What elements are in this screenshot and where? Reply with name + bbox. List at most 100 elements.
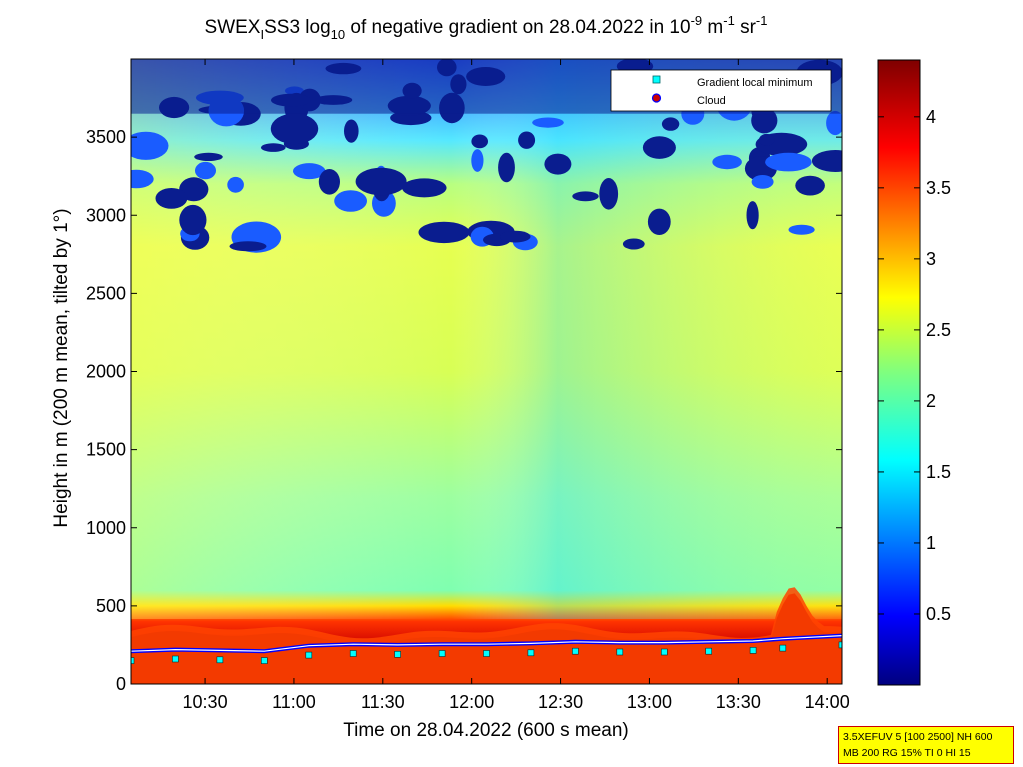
y-axis: 0 500 1000 1500 2000 2500 3000 3500 bbox=[86, 127, 842, 694]
gradient-marker bbox=[838, 641, 842, 649]
low-value-patch bbox=[261, 143, 286, 152]
low-value-patch bbox=[155, 188, 188, 209]
colorbar-tick-label: 2.5 bbox=[926, 320, 951, 340]
y-tick-label: 2000 bbox=[86, 362, 126, 382]
colorbar-tick-label: 4 bbox=[926, 107, 936, 127]
boundary-layer-band-top bbox=[131, 587, 842, 684]
y-tick-label: 1500 bbox=[86, 440, 126, 460]
colorbar-tick-label: 3 bbox=[926, 249, 936, 269]
gradient-marker bbox=[483, 650, 490, 657]
low-value-patch bbox=[647, 208, 671, 235]
gradient-marker bbox=[438, 650, 446, 657]
low-value-patch bbox=[498, 152, 515, 183]
low-value-patch bbox=[712, 154, 742, 170]
gradient-marker bbox=[216, 656, 224, 664]
x-tick-label: 14:00 bbox=[805, 692, 850, 712]
low-value-patch bbox=[344, 119, 359, 143]
info-box: 3.5XEFUV 5 [100 2500] NH 600 MB 200 RG 1… bbox=[838, 726, 1014, 764]
low-value-patch bbox=[355, 167, 407, 196]
y-tick-label: 1000 bbox=[86, 518, 126, 538]
x-tick-label: 10:30 bbox=[183, 692, 228, 712]
low-value-patch bbox=[402, 178, 447, 198]
info-line-2: MB 200 RG 15% TI 0 HI 15 bbox=[843, 747, 971, 759]
colorbar-ticks: 0.5 1 1.5 2 2.5 3 3.5 4 bbox=[878, 107, 951, 624]
gradient-marker bbox=[527, 649, 535, 657]
low-value-patch bbox=[544, 153, 572, 175]
low-value-patch bbox=[826, 110, 842, 136]
y-tick-label: 500 bbox=[96, 596, 126, 616]
gradient-marker bbox=[749, 647, 757, 654]
low-value-patch bbox=[229, 241, 267, 252]
x-tick-label: 13:30 bbox=[716, 692, 761, 712]
low-value-patch bbox=[131, 169, 154, 189]
gradient-marker bbox=[572, 647, 579, 655]
low-value-patch bbox=[532, 117, 564, 128]
x-tick-label: 11:00 bbox=[272, 692, 316, 712]
low-value-patch bbox=[642, 136, 676, 159]
low-value-patch bbox=[418, 221, 470, 244]
low-value-patch bbox=[334, 190, 367, 212]
gradient-marker bbox=[260, 657, 268, 664]
x-axis: 10:30 11:00 11:30 12:00 12:30 13:00 13:30 14:00 bbox=[183, 59, 850, 712]
legend: Gradient local minimum Cloud bbox=[610, 69, 832, 112]
low-value-patch bbox=[751, 175, 774, 189]
x-tick-label: 11:30 bbox=[361, 692, 405, 712]
y-tick-label: 3500 bbox=[86, 127, 126, 147]
low-value-patch bbox=[179, 204, 207, 236]
gradient-marker bbox=[131, 657, 135, 664]
low-value-patch bbox=[293, 163, 326, 180]
low-value-patch bbox=[227, 176, 244, 193]
x-tick-label: 12:00 bbox=[449, 692, 494, 712]
low-value-patch bbox=[518, 131, 536, 149]
colorbar-tick-label: 3.5 bbox=[926, 178, 951, 198]
low-value-patch bbox=[759, 133, 775, 146]
gradient-marker bbox=[705, 647, 713, 655]
gradient-marker bbox=[394, 650, 401, 658]
y-tick-label: 3000 bbox=[86, 205, 126, 225]
legend-cloud-marker-icon bbox=[651, 93, 662, 103]
low-value-patch bbox=[195, 161, 216, 180]
heatmap-field-shading bbox=[131, 59, 842, 619]
low-value-patch bbox=[194, 152, 223, 161]
legend-entry-cloud: Cloud bbox=[697, 95, 726, 107]
info-line-1: 3.5XEFUV 5 [100 2500] NH 600 bbox=[843, 731, 993, 743]
low-value-patch bbox=[270, 113, 319, 145]
low-value-patch bbox=[661, 117, 680, 131]
chart-title: SWEXISS3 log10 of negative gradient on 2… bbox=[205, 13, 768, 42]
colorbar-tick-label: 0.5 bbox=[926, 604, 951, 624]
y-tick-label: 2500 bbox=[86, 283, 126, 303]
legend-box bbox=[610, 69, 832, 112]
low-value-patch bbox=[788, 224, 815, 235]
colorbar-tick-label: 1.5 bbox=[926, 462, 951, 482]
low-value-patch bbox=[811, 150, 842, 172]
low-value-patch bbox=[599, 178, 619, 210]
low-value-patch bbox=[751, 107, 778, 134]
x-tick-label: 12:30 bbox=[538, 692, 583, 712]
low-value-patch bbox=[622, 238, 645, 250]
gradient-marker bbox=[349, 650, 357, 657]
gradient-marker bbox=[779, 644, 787, 652]
low-value-patch bbox=[572, 191, 599, 202]
low-value-patch bbox=[795, 175, 825, 196]
legend-entry-gradient: Gradient local minimum bbox=[697, 77, 813, 89]
low-value-patch bbox=[318, 169, 340, 195]
gradient-marker bbox=[616, 648, 624, 656]
low-value-patch bbox=[471, 134, 489, 149]
legend-gradient-marker-icon bbox=[652, 75, 661, 84]
y-tick-label: 0 bbox=[116, 674, 126, 694]
low-value-patch bbox=[499, 230, 531, 243]
x-axis-label: Time on 28.04.2022 (600 s mean) bbox=[343, 720, 629, 741]
low-value-patch bbox=[746, 201, 759, 230]
gradient-marker bbox=[305, 651, 313, 659]
low-value-patch bbox=[765, 152, 812, 172]
colorbar bbox=[877, 59, 921, 686]
gradient-local-minimum-markers bbox=[131, 641, 842, 664]
plot-area bbox=[131, 59, 842, 684]
low-value-patch bbox=[471, 149, 484, 172]
low-value-patch bbox=[131, 131, 169, 160]
cloud-line-edge bbox=[131, 635, 842, 652]
gradient-marker bbox=[660, 648, 668, 656]
gradient-marker bbox=[172, 655, 179, 663]
x-tick-label: 13:00 bbox=[627, 692, 672, 712]
